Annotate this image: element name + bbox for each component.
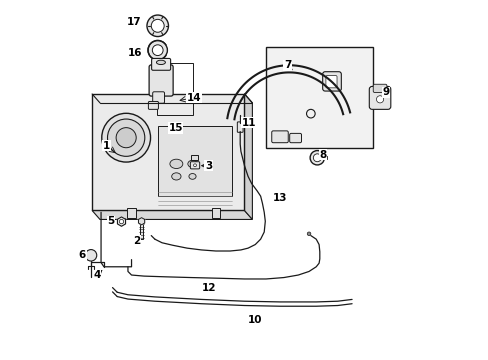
Circle shape: [102, 113, 150, 162]
Circle shape: [147, 15, 168, 37]
Text: 16: 16: [128, 48, 142, 58]
FancyBboxPatch shape: [322, 72, 341, 91]
Ellipse shape: [169, 159, 183, 168]
Ellipse shape: [156, 60, 165, 64]
FancyBboxPatch shape: [151, 58, 170, 70]
Circle shape: [116, 128, 136, 148]
Ellipse shape: [187, 160, 197, 167]
FancyBboxPatch shape: [148, 102, 158, 109]
Text: 4: 4: [93, 270, 100, 280]
Text: 8: 8: [318, 150, 325, 160]
Text: 5: 5: [107, 216, 115, 226]
Bar: [265, 47, 372, 148]
Text: 17: 17: [126, 17, 141, 27]
FancyBboxPatch shape: [368, 86, 390, 109]
Circle shape: [376, 96, 383, 103]
Circle shape: [119, 220, 123, 224]
Circle shape: [306, 232, 310, 235]
Text: 11: 11: [242, 118, 256, 128]
Text: 10: 10: [247, 315, 262, 325]
Bar: [92, 94, 244, 211]
FancyBboxPatch shape: [190, 162, 199, 169]
Text: 6: 6: [79, 250, 86, 260]
Bar: [140, 221, 142, 239]
Circle shape: [85, 249, 97, 261]
Polygon shape: [117, 217, 125, 226]
Bar: [211, 208, 220, 218]
FancyBboxPatch shape: [149, 65, 173, 96]
Text: 13: 13: [273, 193, 287, 203]
Text: 15: 15: [168, 123, 183, 133]
FancyBboxPatch shape: [237, 122, 243, 132]
Polygon shape: [92, 211, 252, 220]
Ellipse shape: [171, 173, 181, 180]
FancyBboxPatch shape: [289, 134, 301, 143]
Circle shape: [152, 45, 163, 55]
Circle shape: [193, 164, 196, 167]
FancyBboxPatch shape: [152, 92, 164, 103]
Text: 14: 14: [186, 93, 201, 103]
Circle shape: [107, 119, 144, 156]
Circle shape: [309, 150, 324, 165]
Circle shape: [148, 41, 167, 60]
Text: 2: 2: [133, 236, 140, 246]
FancyBboxPatch shape: [325, 76, 336, 88]
FancyBboxPatch shape: [271, 131, 287, 143]
Text: 7: 7: [283, 60, 291, 70]
Bar: [323, 156, 326, 159]
Bar: [191, 155, 198, 160]
Text: 3: 3: [204, 161, 212, 171]
Ellipse shape: [188, 174, 196, 179]
Bar: [158, 126, 231, 196]
Polygon shape: [138, 218, 144, 225]
Text: 1: 1: [102, 141, 110, 151]
FancyBboxPatch shape: [372, 84, 386, 93]
Circle shape: [313, 154, 321, 162]
Text: 9: 9: [382, 87, 389, 97]
Polygon shape: [244, 94, 252, 220]
Circle shape: [151, 19, 164, 32]
Bar: [127, 208, 136, 218]
Text: 12: 12: [201, 283, 215, 293]
Bar: [156, 63, 192, 116]
